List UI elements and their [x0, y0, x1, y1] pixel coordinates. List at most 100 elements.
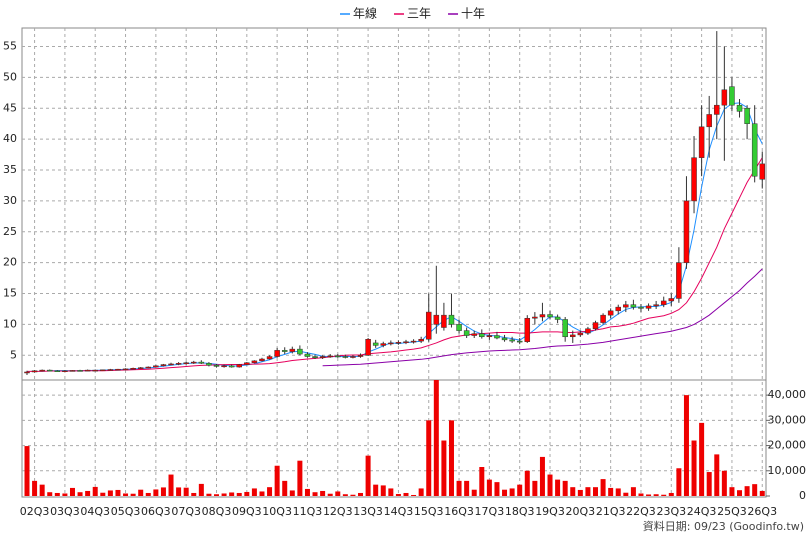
note: 資料日期: 09/23 (Goodinfo.tw): [643, 519, 804, 533]
volume-bar: [85, 490, 91, 496]
candle-body: [342, 356, 349, 358]
candle-body: [137, 367, 144, 369]
legend-label: 十年: [461, 7, 485, 21]
volume-bar: [342, 494, 348, 496]
candle-body: [638, 306, 644, 309]
candle-body: [24, 371, 30, 374]
volume-bar: [176, 487, 182, 496]
volume-bar: [168, 474, 174, 496]
volume-bar: [191, 492, 197, 496]
volume-bar: [623, 492, 629, 496]
y2-tick-label: 10,000: [768, 464, 807, 477]
volume-bar: [630, 487, 636, 496]
volume-bar: [214, 494, 219, 496]
candle-body: [312, 356, 318, 359]
volume-bar: [123, 493, 129, 496]
candle-body: [213, 364, 220, 367]
volume-bar: [471, 489, 477, 496]
volume-bar: [39, 484, 45, 496]
volume-bar: [92, 486, 98, 496]
x-tick-label: 17Q3: [475, 505, 505, 518]
x-tick-label: 08Q3: [202, 505, 232, 518]
x-tick-label: 03Q3: [50, 505, 80, 518]
legend-label: 年線: [353, 6, 377, 21]
candle-body: [281, 350, 288, 352]
candle-body: [130, 368, 136, 370]
x-tick-label: 05Q3: [111, 505, 141, 518]
volume-bar: [304, 488, 310, 496]
candle-body: [463, 330, 470, 336]
volume-bar: [107, 490, 113, 496]
candle-body: [388, 342, 394, 345]
x-tick-label: 18Q3: [505, 505, 535, 518]
candle-body: [615, 306, 621, 312]
candle-body: [380, 343, 387, 346]
volume-bar: [562, 480, 568, 496]
volume-bar: [585, 487, 591, 496]
volume-bar: [289, 490, 295, 496]
volume-bar: [600, 479, 606, 496]
candle-body: [660, 300, 667, 305]
volume-bar: [653, 494, 659, 496]
volume-bar: [77, 492, 83, 496]
candle-body: [729, 86, 735, 106]
candle-body: [471, 333, 477, 336]
volume-bar: [494, 482, 500, 496]
x-tick-label: 02Q3: [20, 505, 50, 518]
y-tick-label: 10: [3, 317, 17, 330]
volume-bar: [312, 492, 318, 496]
candle-body: [183, 362, 189, 364]
y2-tick-label: 30,000: [768, 413, 807, 426]
y2-tick-label: 40,000: [768, 388, 807, 401]
candle-body: [456, 324, 462, 331]
volume-bar: [54, 492, 60, 496]
x-tick-label: 04Q3: [80, 505, 110, 518]
y2-tick-label: 20,000: [768, 439, 807, 452]
volume-bar: [448, 420, 454, 496]
legend: 年線 三年 十年: [340, 6, 485, 21]
candle-body: [698, 126, 705, 158]
candle-body: [486, 335, 493, 338]
candle-body: [266, 356, 273, 360]
volume-bar: [274, 465, 280, 496]
volume-bar: [418, 488, 424, 496]
volume-bar: [638, 493, 644, 496]
x-tick-label: 12Q3: [323, 505, 353, 518]
x-tick-label: 09Q3: [232, 505, 262, 518]
candle-body: [31, 370, 38, 373]
volume-bar: [32, 480, 38, 496]
ma-line: [322, 268, 763, 367]
volume-bar: [411, 494, 417, 496]
volume-bar: [539, 456, 545, 496]
volume-bar: [532, 480, 538, 496]
candle-body: [706, 114, 712, 128]
volume-bar: [699, 422, 705, 496]
candle-body: [600, 314, 606, 323]
ma-line: [27, 157, 763, 372]
volume-bar: [251, 488, 257, 496]
volume-bar: [24, 446, 30, 496]
x-tick-label: 10Q3: [262, 505, 292, 518]
x-tick-label: 20Q3: [566, 505, 596, 518]
candle-body: [585, 328, 591, 334]
candle-body: [676, 262, 682, 299]
y-tick-label: 20: [3, 256, 17, 269]
volume-bar: [206, 493, 212, 496]
volume-bar: [198, 483, 204, 496]
volume-bar: [335, 491, 341, 496]
candle-body: [251, 360, 258, 363]
candle-body: [607, 310, 614, 316]
x-tick-label: 11Q3: [293, 505, 323, 518]
volume-bar: [721, 470, 727, 496]
volume-bar: [577, 489, 583, 496]
volume-bar: [737, 490, 743, 496]
candle-body: [145, 366, 152, 369]
candle-body: [425, 311, 432, 340]
volume-bar: [388, 488, 394, 496]
candle-body: [395, 342, 402, 344]
volume-bar: [373, 484, 379, 496]
volume-bar: [229, 492, 235, 496]
volume-bar: [130, 493, 136, 496]
volume-bar: [259, 491, 265, 496]
